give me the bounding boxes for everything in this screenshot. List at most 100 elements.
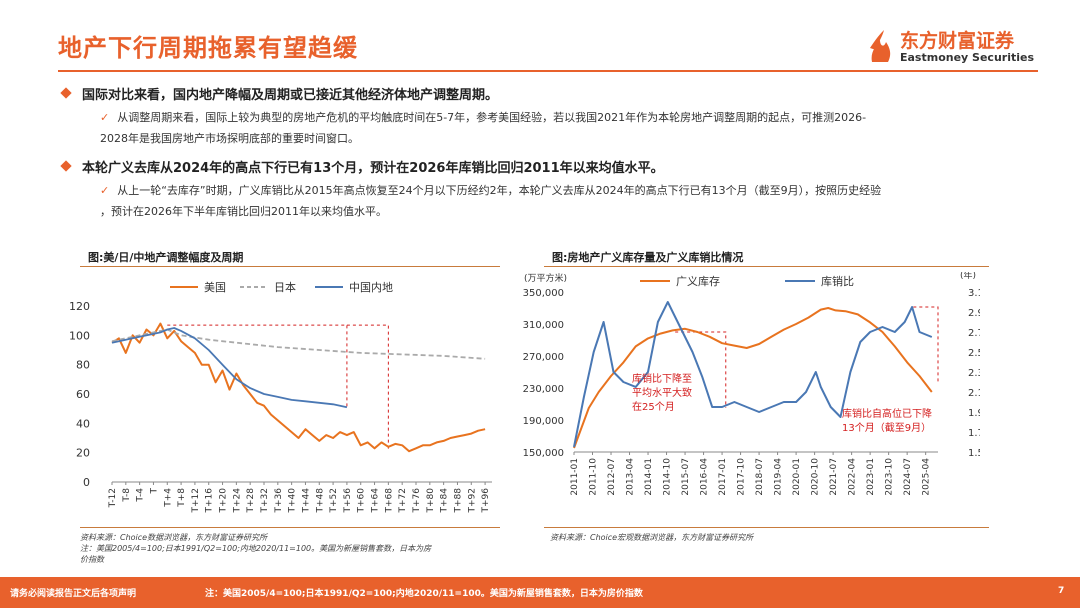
x-tick-label: T+16 [205, 488, 215, 514]
diamond-bullet-icon [60, 160, 72, 172]
x-tick-label: T+72 [398, 488, 408, 514]
left-y-tick-label: 230,000 [523, 384, 564, 395]
chart2-caption: 图:房地产广义库存量及广义库销比情况 [552, 251, 744, 264]
legend-label-1: 库销比 [821, 274, 854, 288]
chart1-svg: 美国 日本 中国内地 0 20 40 60 80 100 120 T-12 T-8 T-4 T T+4 T+8… [70, 280, 492, 514]
x-tick-label: 2018-07 [755, 458, 765, 496]
y-tick-label: 120 [70, 300, 90, 313]
check-icon: ✓ [100, 184, 110, 197]
x-tick-label: T+84 [440, 488, 450, 514]
x-tick-label: T+52 [329, 488, 339, 514]
bullet-1-detail-line1: 从调整周期来看，国际上较为典型的房地产危机的平均触底时间在5-7年，参考美国经验… [117, 111, 867, 124]
x-tick-label: T+88 [453, 488, 463, 514]
footer-bar: 请务必阅读报告正文后各项声明 注：美国2005/4=100;日本1991/Q2=… [0, 577, 1080, 608]
x-tick-label: T-4 [136, 488, 146, 503]
check-icon: ✓ [100, 111, 110, 124]
chart1-source-line3: 价指数 [80, 555, 104, 564]
x-tick-label: 2023-10 [885, 458, 895, 496]
x-tick-label: T+60 [357, 488, 367, 514]
annotation-text-1-line2: 平均水平大致 [632, 386, 692, 399]
x-tick-label: T+28 [246, 488, 256, 514]
annotation-box-china [167, 324, 348, 409]
series-line-2 [111, 327, 348, 409]
left-axis-unit: (万平方米) [524, 272, 567, 284]
x-tick-label: 2024-07 [903, 458, 913, 496]
bullet-2-heading: 本轮广义去库从2024年的高点下行已有13个月，预计在2026年库销比回归201… [82, 161, 664, 176]
bullet-2-detail-line1: 从上一轮“去库存”时期，广义库销比从2015年高点恢复至24个月以下历经约2年，… [117, 184, 882, 197]
x-tick-label: T-8 [122, 488, 132, 503]
x-tick-label: 2017-01 [718, 458, 728, 496]
x-tick-label: 2020-10 [811, 458, 821, 496]
x-tick-label: T+8 [177, 488, 187, 508]
page-title: 地产下行周期拖累有望趋缓 [58, 33, 358, 62]
y-tick-label: 100 [70, 329, 90, 342]
chart1-caption-rule [80, 266, 500, 267]
x-tick-label: T+96 [481, 488, 491, 514]
page-number: 7 [1058, 586, 1065, 596]
bullet-1-heading: 国际对比来看，国内地产降幅及周期或已接近其他经济体地产调整周期。 [82, 88, 499, 103]
y-tick-label: 60 [76, 388, 90, 401]
x-tick-label: 2012-07 [607, 458, 617, 496]
series-line-0 [573, 307, 933, 449]
x-tick-label: T+24 [232, 488, 242, 514]
series-line-1 [111, 328, 486, 360]
left-y-tick-label: 190,000 [523, 416, 564, 427]
x-tick-label: 2016-04 [700, 458, 710, 496]
x-tick-label: 2017-10 [737, 458, 747, 496]
x-tick-label: T+48 [315, 488, 325, 514]
bullet-1-detail: ✓ 从调整周期来看，国际上较为典型的房地产危机的平均触底时间在5-7年，参考美国经… [86, 107, 1041, 149]
right-y-tick-label: 2.9 [968, 308, 980, 319]
right-y-tick-label: 1.7 [968, 428, 980, 439]
chart1-source-line1: 资料来源：Choice数据浏览器，东方财富证券研究所 [80, 533, 268, 542]
chart1-caption: 图:美/日/中地产调整幅度及周期 [88, 251, 244, 264]
x-tick-label: 2013-04 [626, 458, 636, 496]
right-y-tick-label: 3.1 [968, 288, 980, 299]
x-tick-label: T+36 [274, 488, 284, 514]
legend-label-1: 日本 [274, 280, 296, 294]
chart2-svg: (万平方米) (年) 广义库存 库销比 150,000 190,000 230,000 270… [523, 272, 980, 496]
right-y-tick-label: 2.1 [968, 388, 980, 399]
x-tick-label: 2015-07 [681, 458, 691, 496]
diamond-bullet-icon [60, 87, 72, 99]
title-rule [58, 70, 1038, 72]
annotation-text-2-line1: 库销比自高位已下降 [842, 407, 932, 420]
logo-name-en: Eastmoney Securities [900, 51, 1035, 64]
annotation-text-2-line2: 13个月（截至9月） [842, 421, 931, 434]
x-tick-label: 2011-10 [589, 458, 599, 496]
series-line-0 [111, 322, 486, 453]
brand-logo: 东方财富证券 Eastmoney Securities [868, 26, 1048, 68]
annotation-text-1-line1: 库销比下降至 [632, 372, 692, 385]
flame-logo-icon [870, 30, 891, 62]
x-tick-label: T+64 [371, 488, 381, 514]
x-tick-label: T+56 [343, 488, 353, 514]
x-tick-label: 2021-07 [829, 458, 839, 496]
x-tick-label: 2011-01 [570, 458, 580, 496]
right-y-tick-label: 1.5 [968, 448, 980, 459]
bullet-1-detail-line2: 2028年是我国房地产市场探明底部的重要时间窗口。 [100, 132, 359, 145]
chart1-source-rule [80, 527, 500, 528]
x-tick-label: T [149, 488, 159, 495]
chart2-source-rule [544, 527, 989, 528]
x-tick-label: 2014-10 [663, 458, 673, 496]
left-y-tick-label: 310,000 [523, 320, 564, 331]
left-y-tick-label: 270,000 [523, 352, 564, 363]
x-tick-label: 2023-01 [866, 458, 876, 496]
x-tick-label: 2020-01 [792, 458, 802, 496]
right-y-tick-label: 1.9 [968, 408, 980, 419]
x-tick-label: T+40 [288, 488, 298, 514]
y-tick-label: 20 [76, 447, 90, 460]
footer-note: 注：美国2005/4=100;日本1991/Q2=100;内地2020/11=1… [205, 589, 643, 599]
footer-disclaimer-link[interactable]: 请务必阅读报告正文后各项声明 [10, 589, 137, 599]
x-tick-label: T+76 [412, 488, 422, 514]
chart1-source: 资料来源：Choice数据浏览器，东方财富证券研究所 注：美国2005/4=10… [80, 532, 431, 565]
legend-label-0: 广义库存 [676, 274, 720, 288]
x-tick-label: T-12 [108, 488, 118, 508]
right-axis-unit: (年) [960, 272, 976, 281]
annotation-box-us [346, 324, 389, 450]
chart2-source: 资料来源：Choice宏观数据浏览器，东方财富证券研究所 [550, 533, 754, 542]
x-tick-label: T+20 [219, 488, 229, 514]
series-line-1 [573, 301, 933, 448]
x-tick-label: 2014-01 [644, 458, 654, 496]
x-tick-label: T+44 [301, 488, 311, 514]
x-tick-label: T+80 [426, 488, 436, 514]
